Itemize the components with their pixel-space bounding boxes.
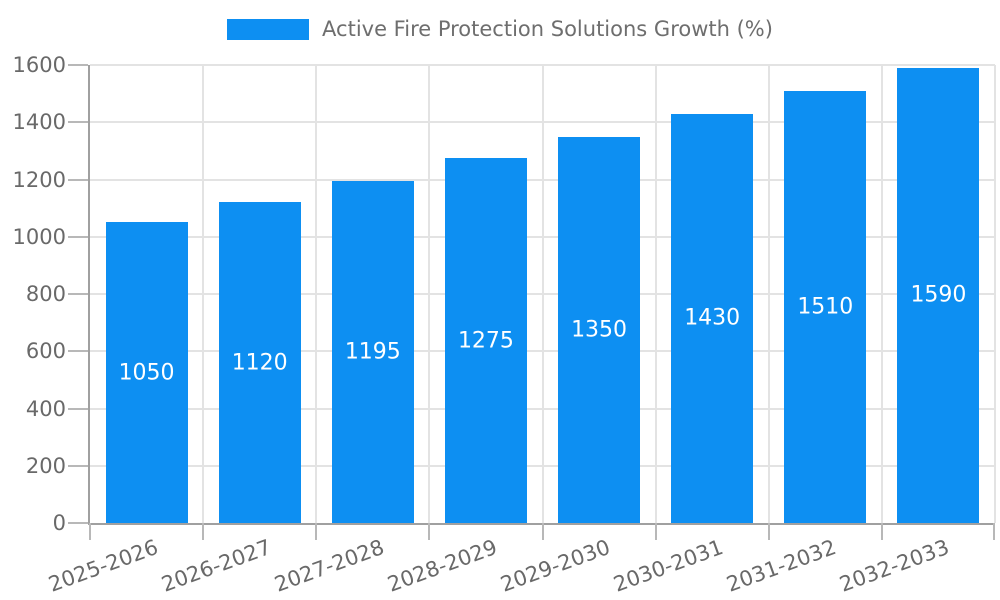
y-axis-tick [68, 407, 88, 410]
y-axis-tick [68, 178, 88, 181]
x-gridline [541, 65, 544, 523]
legend-label: Active Fire Protection Solutions Growth … [322, 17, 773, 41]
x-axis-tick [89, 523, 91, 540]
bar-value-label: 1430 [684, 305, 741, 331]
bar[interactable]: 1120 [218, 202, 301, 523]
bar[interactable]: 1195 [331, 180, 414, 523]
chart-legend: Active Fire Protection Solutions Growth … [0, 17, 1000, 41]
y-axis-tick-label: 0 [52, 511, 66, 535]
y-axis-tick [68, 293, 88, 295]
bar-value-label: 1590 [910, 282, 967, 308]
x-gridline [428, 65, 431, 523]
y-axis-tick-label: 1200 [12, 167, 66, 192]
y-axis-tick-label: 1400 [12, 110, 66, 135]
x-axis-tick [202, 523, 205, 540]
bar[interactable]: 1590 [897, 67, 980, 523]
bar[interactable]: 1050 [105, 222, 188, 523]
x-axis-tick [541, 523, 544, 540]
legend-swatch-icon [227, 18, 310, 40]
y-axis-tick [68, 235, 88, 238]
bar-value-label: 1050 [118, 360, 175, 386]
plot-area: 1050 1120 1195 1275 1350 1430 1510 1590 [68, 64, 996, 540]
x-axis-tick [993, 523, 995, 540]
y-axis-tick [68, 121, 88, 124]
bar[interactable]: 1275 [444, 158, 527, 523]
bar[interactable]: 1510 [784, 90, 867, 523]
bar-value-label: 1510 [797, 294, 854, 320]
y-axis-tick [68, 522, 88, 524]
bar-value-label: 1120 [231, 350, 288, 376]
x-axis-tick [767, 523, 770, 540]
bar-value-label: 1350 [571, 317, 628, 343]
y-axis-tick [68, 464, 88, 467]
bar-value-label: 1275 [457, 328, 514, 354]
x-gridline [767, 65, 770, 523]
x-gridline [315, 65, 318, 523]
y-axis-tick [68, 350, 88, 353]
y-axis-tick-label: 200 [25, 453, 66, 478]
legend-item[interactable]: Active Fire Protection Solutions Growth … [227, 17, 773, 41]
y-axis-tick [68, 64, 88, 66]
bar[interactable]: 1350 [558, 136, 641, 523]
x-gridline [202, 65, 205, 523]
x-gridline [994, 65, 996, 523]
y-axis-tick-label: 1000 [12, 224, 66, 249]
x-gridline [880, 65, 883, 523]
x-axis-tick [654, 523, 657, 540]
y-axis-tick-label: 1600 [12, 53, 66, 77]
y-axis-tick-label: 400 [25, 396, 66, 421]
x-axis-tick [315, 523, 318, 540]
x-axis-tick [428, 523, 431, 540]
bar-value-label: 1195 [344, 339, 401, 365]
x-axis-tick [880, 523, 883, 540]
y-axis-tick-label: 800 [25, 282, 66, 306]
bar[interactable]: 1430 [671, 113, 754, 523]
y-axis-tick-label: 600 [25, 339, 66, 364]
x-gridline [654, 65, 657, 523]
